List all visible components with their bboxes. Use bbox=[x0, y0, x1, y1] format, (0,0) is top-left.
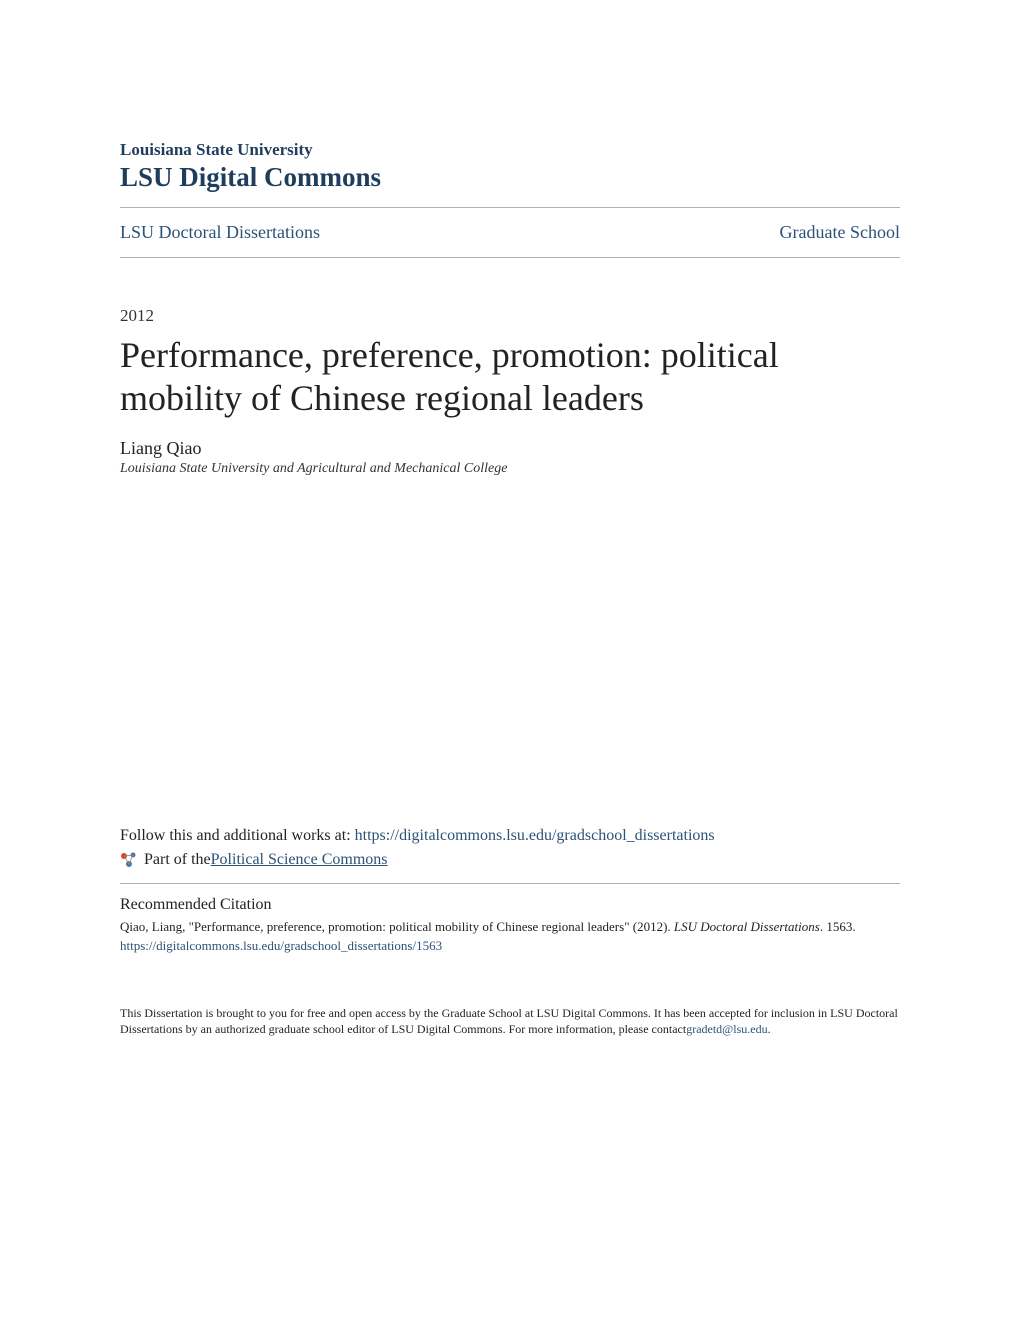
citation-number: . 1563. bbox=[820, 919, 856, 934]
footer-email-link[interactable]: gradetd@lsu.edu bbox=[686, 1022, 767, 1036]
citation-series: LSU Doctoral Dissertations bbox=[674, 919, 820, 934]
citation-body: Qiao, Liang, "Performance, preference, p… bbox=[120, 919, 674, 934]
institution-name[interactable]: Louisiana State University bbox=[120, 140, 900, 160]
follow-prefix: Follow this and additional works at: bbox=[120, 827, 355, 844]
citation-heading: Recommended Citation bbox=[120, 896, 900, 914]
author-name: Liang Qiao bbox=[120, 438, 900, 459]
divider-nav bbox=[120, 257, 900, 258]
citation-text: Qiao, Liang, "Performance, preference, p… bbox=[120, 918, 900, 936]
nav-school-link[interactable]: Graduate School bbox=[780, 222, 900, 243]
author-affiliation: Louisiana State University and Agricultu… bbox=[120, 461, 900, 477]
follow-section: Follow this and additional works at: htt… bbox=[120, 827, 900, 869]
part-of-prefix: Part of the bbox=[144, 851, 211, 869]
nav-collection-link[interactable]: LSU Doctoral Dissertations bbox=[120, 222, 320, 243]
part-of-row: Part of the Political Science Commons bbox=[120, 851, 900, 869]
network-icon bbox=[120, 851, 138, 869]
header-block: Louisiana State University LSU Digital C… bbox=[120, 140, 900, 193]
footer-period: . bbox=[768, 1022, 771, 1036]
document-title: Performance, preference, promotion: poli… bbox=[120, 334, 900, 420]
footer-body: This Dissertation is brought to you for … bbox=[120, 1006, 898, 1037]
divider-citation bbox=[120, 883, 900, 884]
footer-text: This Dissertation is brought to you for … bbox=[120, 1005, 900, 1039]
follow-url-link[interactable]: https://digitalcommons.lsu.edu/gradschoo… bbox=[355, 827, 715, 844]
nav-row: LSU Doctoral Dissertations Graduate Scho… bbox=[120, 208, 900, 257]
part-of-link[interactable]: Political Science Commons bbox=[211, 851, 388, 869]
citation-url-link[interactable]: https://digitalcommons.lsu.edu/gradschoo… bbox=[120, 938, 442, 953]
publication-year: 2012 bbox=[120, 306, 900, 326]
commons-name[interactable]: LSU Digital Commons bbox=[120, 162, 900, 193]
